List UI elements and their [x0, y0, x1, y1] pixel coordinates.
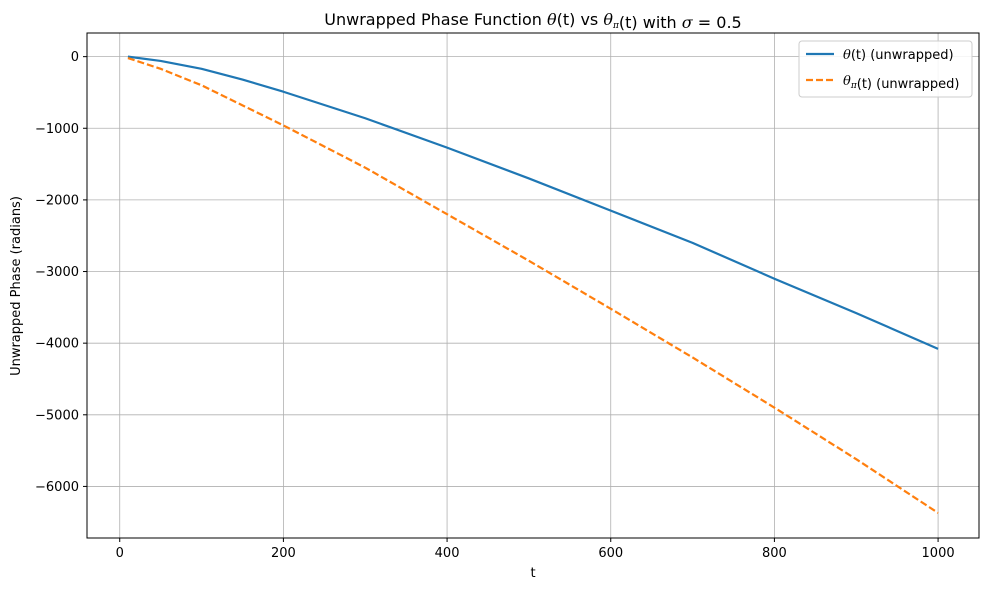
y-tick-label: −4000 [35, 337, 79, 352]
x-tick-label: 1000 [922, 546, 955, 561]
legend: θ(t) (unwrapped) θπ(t) (unwrapped) [798, 40, 973, 98]
x-tick-label: 200 [271, 546, 296, 561]
chart-title: Unwrapped Phase Function θ(t) vs θπ(t) w… [324, 10, 741, 32]
series-line-1 [127, 57, 939, 514]
series-line-0 [127, 55, 939, 350]
legend-label-theta: θ(t) (unwrapped) [843, 48, 954, 63]
y-axis: 0 −1000 −2000 −3000 −4000 −5000 −6000 [35, 50, 87, 495]
x-axis-label: t [530, 566, 535, 581]
legend-label-theta-pi: θπ(t) (unwrapped) [843, 74, 959, 92]
x-tick-label: 0 [116, 546, 124, 561]
y-tick-label: −2000 [35, 193, 79, 208]
y-axis-label: Unwrapped Phase (radians) [9, 196, 24, 376]
x-tick-label: 600 [598, 546, 623, 561]
y-tick-label: −1000 [35, 122, 79, 137]
y-tick-label: −3000 [35, 265, 79, 280]
x-tick-label: 400 [435, 546, 460, 561]
series-layer [127, 55, 939, 514]
x-tick-label: 800 [762, 546, 787, 561]
plot-frame [86, 32, 980, 539]
legend-box [798, 40, 973, 98]
x-axis: 0 200 400 600 800 1000 [116, 538, 955, 561]
y-tick-label: −6000 [35, 480, 79, 495]
y-tick-label: 0 [71, 50, 79, 65]
y-tick-label: −5000 [35, 408, 79, 423]
